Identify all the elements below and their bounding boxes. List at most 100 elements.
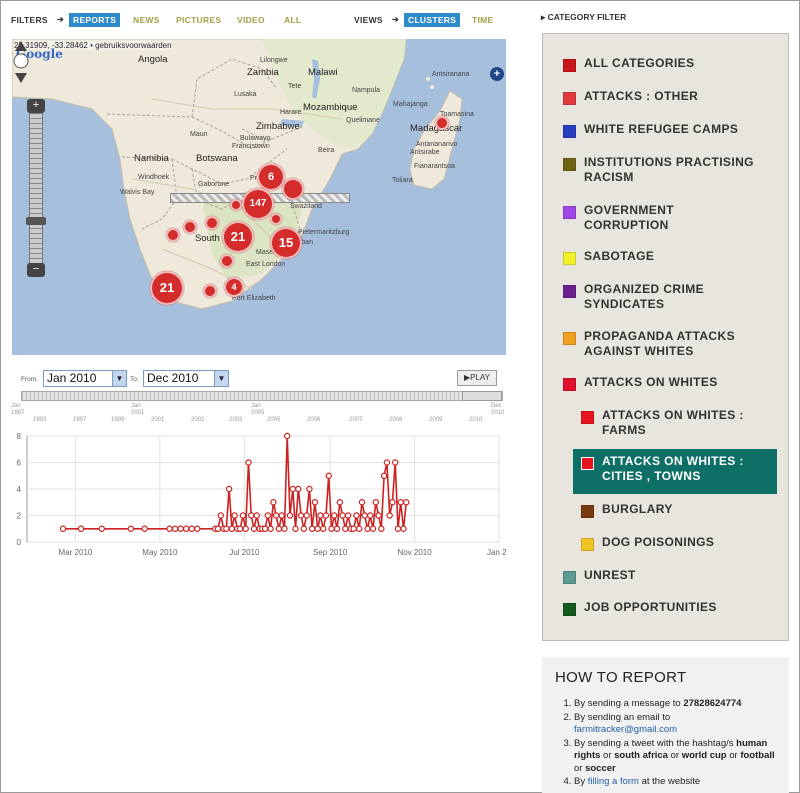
map-town-label: Windhoek (138, 174, 170, 181)
filter-tab-all[interactable]: ALL (284, 15, 302, 25)
category-color-swatch (581, 538, 594, 551)
category-filter-title[interactable]: ▸ CATEGORY FILTER (541, 12, 626, 23)
range-slider-handle[interactable] (462, 391, 502, 401)
view-tab-clusters[interactable]: CLUSTERS (404, 13, 461, 27)
map-marker[interactable] (220, 254, 234, 268)
map-cluster[interactable]: 21 (150, 271, 184, 305)
map-label-angola: Angola (138, 54, 168, 65)
data-point (364, 525, 371, 532)
map-cluster[interactable]: 15 (270, 227, 302, 259)
data-point (292, 525, 299, 532)
map-town-label: Maseru (256, 249, 280, 256)
map-town-label: Maun (190, 131, 208, 138)
view-tab-time[interactable]: TIME (472, 15, 494, 25)
arrow-right-icon: ➔ (392, 15, 400, 24)
map-town-label: Fianarantsoa (414, 163, 455, 170)
data-point (380, 472, 388, 479)
from-date-select[interactable]: Jan 2010 ▼ (43, 370, 127, 387)
category-label: ATTACKS : OTHER (584, 89, 699, 103)
to-date-select[interactable]: Dec 2010 ▼ (143, 370, 229, 387)
map-marker[interactable] (270, 213, 282, 225)
step-text: By (574, 776, 586, 787)
data-point (339, 512, 346, 519)
data-point (383, 459, 391, 466)
category-label: WHITE REFUGEE CAMPS (584, 122, 739, 136)
map-marker[interactable] (205, 216, 219, 230)
year-label: 2005 (267, 417, 281, 423)
from-date-value: Jan 2010 (47, 371, 97, 385)
data-point (358, 499, 366, 506)
category-filter-panel: ALL CATEGORIES ATTACKS : OTHER WHITE REFUG… (542, 33, 789, 641)
map-town-label: Nampula (352, 87, 381, 94)
category-label: ALL CATEGORIES (584, 56, 695, 70)
data-point (311, 499, 319, 506)
map-cluster[interactable]: 4 (224, 277, 244, 297)
map-marker[interactable] (183, 220, 197, 234)
zoom-slider[interactable] (29, 113, 43, 273)
year-label: 2001 (151, 417, 165, 423)
map[interactable]: 25.31909, -33.28462 • gebruiksvoorwaarde… (12, 39, 506, 355)
step-text: or (603, 750, 612, 761)
data-point (284, 432, 291, 440)
active-category-highlight (573, 449, 777, 494)
map-marker[interactable] (230, 199, 242, 211)
map-town-label: Pietermaritzburg (298, 229, 350, 236)
filter-tab-video[interactable]: VIDEO (237, 15, 265, 25)
data-point (303, 512, 310, 519)
map-cluster[interactable]: 147 (242, 188, 274, 220)
hashtag: human rights (574, 737, 768, 762)
map-cluster[interactable]: 21 (222, 221, 254, 253)
map-town-label: Gaborone (198, 181, 230, 188)
category-label: JOB OPPORTUNITIES (584, 600, 717, 614)
hashtag: football (740, 750, 775, 761)
filter-tab-news[interactable]: NEWS (133, 15, 160, 25)
time-controls: From: Jan 2010 ▼ To: Dec 2010 ▼ ▶PLAY (21, 369, 499, 389)
reports-timeline-chart: 0 2 4 6 8 Mar 2010 May 2010 Jul 2010 Sep 2010 Nov… (17, 432, 506, 557)
map-marker[interactable] (435, 116, 449, 130)
step-text: or (574, 762, 583, 774)
map-marker[interactable] (203, 284, 217, 298)
filter-tab-pictures[interactable]: PICTURES (176, 15, 222, 25)
pan-control-icon[interactable] (12, 39, 30, 85)
year-label: 1993 (33, 417, 47, 423)
step-text: or (729, 750, 738, 761)
data-point (372, 499, 380, 506)
category-color-swatch (563, 252, 576, 265)
map-expand-icon[interactable]: + (490, 67, 504, 81)
x-tick-label: Nov 2010 (397, 548, 432, 557)
timeline-year-labels: Jan 1987 Jan 2001 Jan 2005 Dec 2010 1993… (11, 403, 506, 427)
x-tick-label: Mar 2010 (59, 548, 93, 557)
data-point (278, 512, 285, 519)
category-color-swatch (563, 332, 576, 345)
data-point (217, 512, 224, 519)
data-point (228, 525, 236, 532)
zoom-slider-handle[interactable] (26, 217, 46, 225)
category-label: PROPAGANDA ATTACKS AGAINST WHITES (584, 329, 735, 358)
data-point (322, 512, 330, 519)
play-button[interactable]: ▶PLAY (457, 370, 497, 386)
map-marker[interactable] (282, 178, 304, 200)
how-to-report-list: By sending a message to 27828624774 By s… (574, 698, 784, 790)
step-text: By sending an email to (574, 711, 671, 723)
filter-tab-reports[interactable]: REPORTS (69, 13, 121, 27)
year-label: 2006 (307, 417, 321, 423)
chevron-down-icon: ▼ (214, 371, 228, 386)
zoom-out-button[interactable]: − (27, 263, 45, 277)
form-link[interactable]: filling a form (587, 776, 639, 787)
list-item: By filling a form at the website (574, 776, 784, 789)
map-town-label: Bulawayo (240, 135, 271, 142)
data-point (188, 525, 195, 532)
data-point (281, 525, 288, 532)
map-cluster[interactable]: 6 (257, 163, 285, 191)
data-point (314, 525, 321, 532)
data-point (350, 525, 357, 532)
data-point (403, 499, 410, 506)
email-link[interactable]: farmitracker@gmail.com (574, 724, 678, 735)
zoom-in-button[interactable]: + (27, 99, 45, 113)
timeline-range-slider[interactable] (21, 391, 503, 401)
data-point (194, 525, 201, 532)
map-town-label: Beira (318, 147, 335, 154)
map-marker[interactable] (166, 228, 180, 242)
hashtag: soccer (585, 762, 616, 774)
map-town-label: Antananarivo (416, 141, 458, 148)
